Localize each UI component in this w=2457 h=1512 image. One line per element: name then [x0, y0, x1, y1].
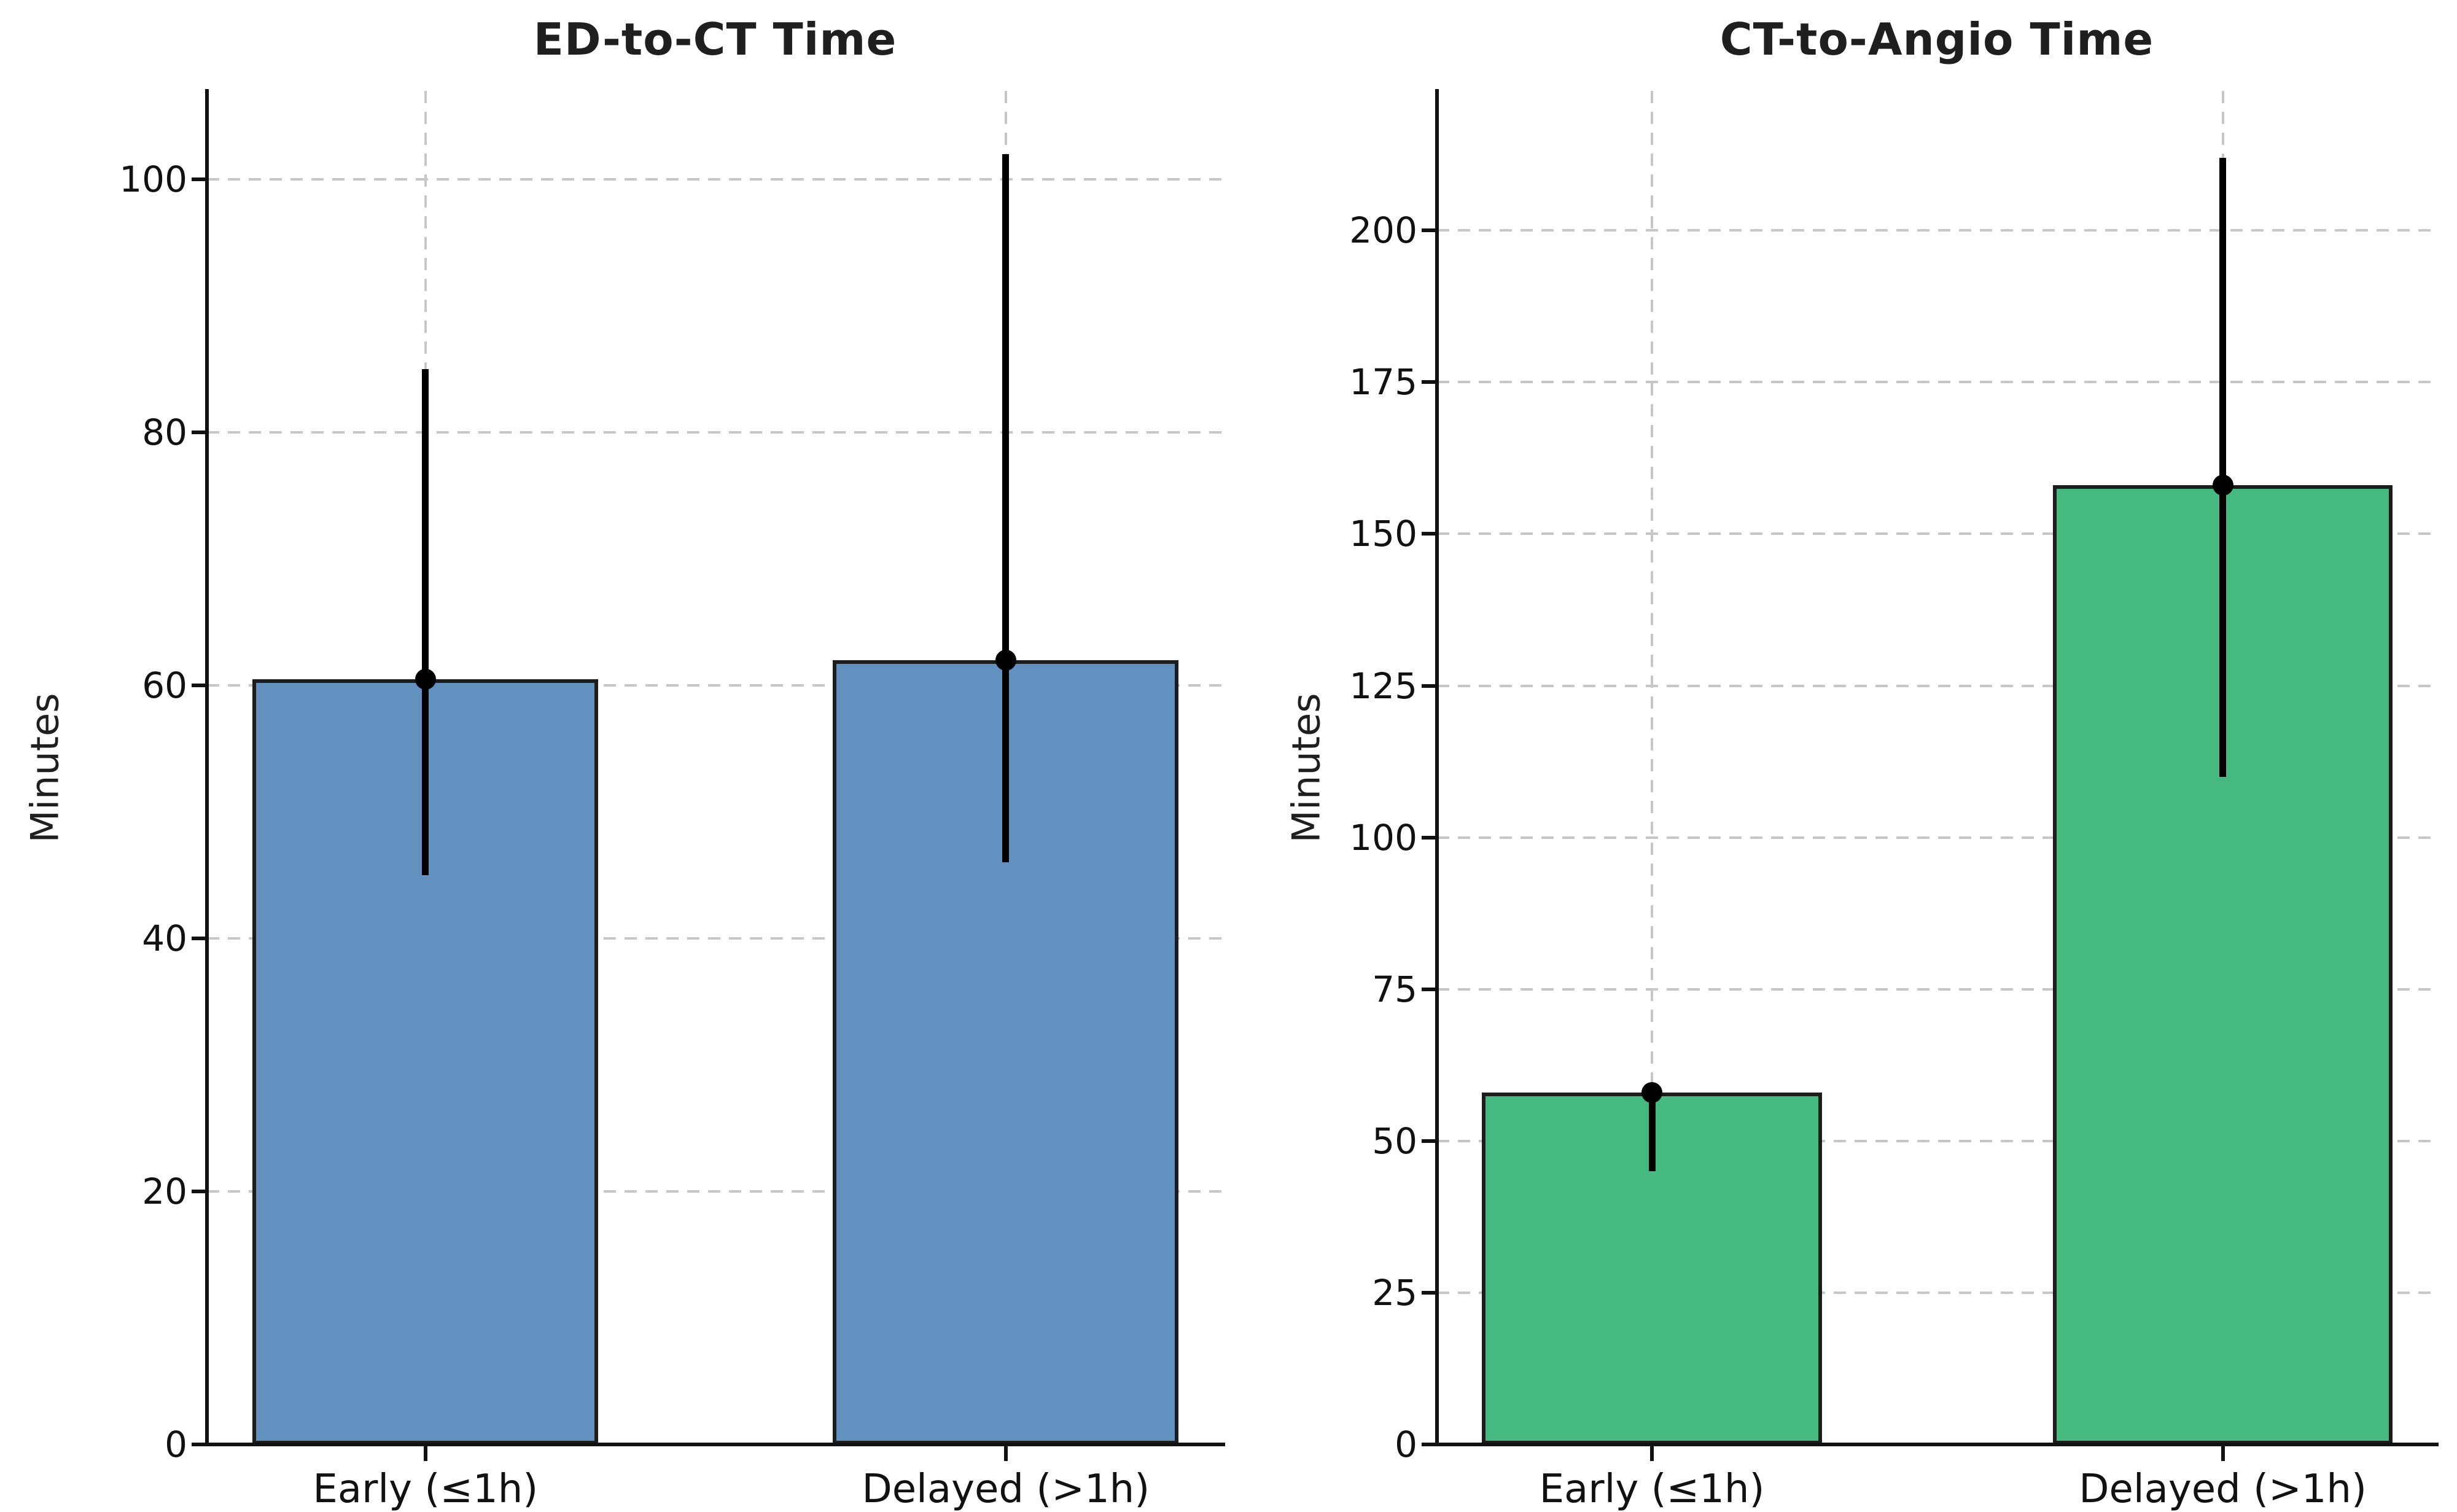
y-axis-label: Minutes — [22, 692, 68, 843]
mean-marker — [415, 668, 436, 690]
y-tick-label: 150 — [1349, 513, 1417, 555]
y-axis-label-wrap: Minutes — [1279, 91, 1334, 1444]
y-tick-label: 25 — [1372, 1271, 1417, 1314]
mean-marker — [2212, 475, 2233, 496]
x-tick-label: Early (≤1h) — [1539, 1467, 1765, 1512]
x-axis-spine — [205, 1443, 1225, 1446]
y-tick — [1422, 1139, 1435, 1143]
y-tick-label: 0 — [165, 1424, 187, 1465]
mean-marker — [1641, 1081, 1663, 1103]
y-tick — [1422, 684, 1435, 688]
chart-title-ed-to-ct: ED-to-CT Time — [533, 14, 897, 65]
x-tick-label: Delayed (>1h) — [862, 1467, 1150, 1512]
error-bar — [1002, 154, 1010, 863]
y-tick — [1422, 532, 1435, 536]
y-tick — [192, 1443, 205, 1446]
grid-line-y — [1437, 1291, 2437, 1294]
y-tick — [1422, 228, 1435, 233]
plot-area-ct-to-angio: 0 25 50 75 100 125 150 175 200 Early (≤1h) Delayed… — [1349, 89, 2439, 1511]
x-tick — [2221, 1446, 2225, 1461]
x-tick-label: Delayed (>1h) — [2079, 1467, 2367, 1512]
x-tick — [1003, 1446, 1008, 1461]
y-axis-spine — [1435, 89, 1439, 1446]
error-bar — [422, 369, 429, 876]
y-tick — [192, 1190, 205, 1194]
error-bar — [2219, 157, 2227, 777]
y-tick — [1422, 987, 1435, 991]
y-tick — [1422, 380, 1435, 384]
y-tick-label: 20 — [142, 1171, 187, 1213]
grid-line-y — [1437, 532, 2437, 536]
y-tick-label: 125 — [1349, 664, 1417, 707]
y-tick-label: 40 — [142, 918, 187, 960]
error-bar — [1648, 1092, 1656, 1172]
grid-line-y — [1437, 684, 2437, 687]
y-tick-label: 50 — [1372, 1120, 1417, 1162]
y-axis-label-wrap: Minutes — [17, 91, 72, 1444]
x-tick-label: Early (≤1h) — [313, 1467, 539, 1512]
grid-line-y — [1437, 1139, 2437, 1142]
grid-line-y — [207, 684, 1223, 687]
y-tick — [192, 684, 205, 688]
y-tick — [1422, 835, 1435, 840]
grid-line-y — [207, 431, 1223, 434]
y-tick-label: 80 — [142, 411, 187, 454]
y-tick-label: 100 — [1349, 816, 1417, 859]
grid-line-y — [1437, 229, 2437, 232]
x-axis-spine — [1435, 1443, 2439, 1446]
grid-line-y — [207, 937, 1223, 940]
grid-line-y — [1437, 381, 2437, 384]
y-tick-label: 75 — [1372, 968, 1417, 1010]
grid-line-y — [207, 1190, 1223, 1193]
y-tick — [192, 431, 205, 435]
chart-title-ct-to-angio: CT-to-Angio Time — [1719, 14, 2154, 65]
y-axis-spine — [205, 89, 209, 1446]
y-tick-label: 60 — [142, 664, 187, 707]
y-tick-label: 200 — [1349, 209, 1417, 252]
y-tick — [1422, 1290, 1435, 1295]
grid-line-y — [1437, 988, 2437, 991]
y-tick — [192, 937, 205, 941]
y-tick-label: 100 — [119, 158, 187, 201]
y-tick — [192, 177, 205, 182]
x-tick — [1650, 1446, 1654, 1461]
grid-line-y — [1437, 836, 2437, 839]
grid-line-x — [1651, 91, 1654, 1444]
grid-line-y — [207, 178, 1223, 181]
y-tick — [1422, 1443, 1435, 1446]
plot-area-ed-to-ct: 0 20 40 60 80 100 Early (≤1h) Delayed (>1h) — [119, 89, 1225, 1511]
mean-marker — [995, 649, 1016, 671]
x-tick — [423, 1446, 427, 1461]
y-tick-label: 0 — [1395, 1424, 1417, 1465]
y-tick-label: 175 — [1349, 361, 1417, 403]
